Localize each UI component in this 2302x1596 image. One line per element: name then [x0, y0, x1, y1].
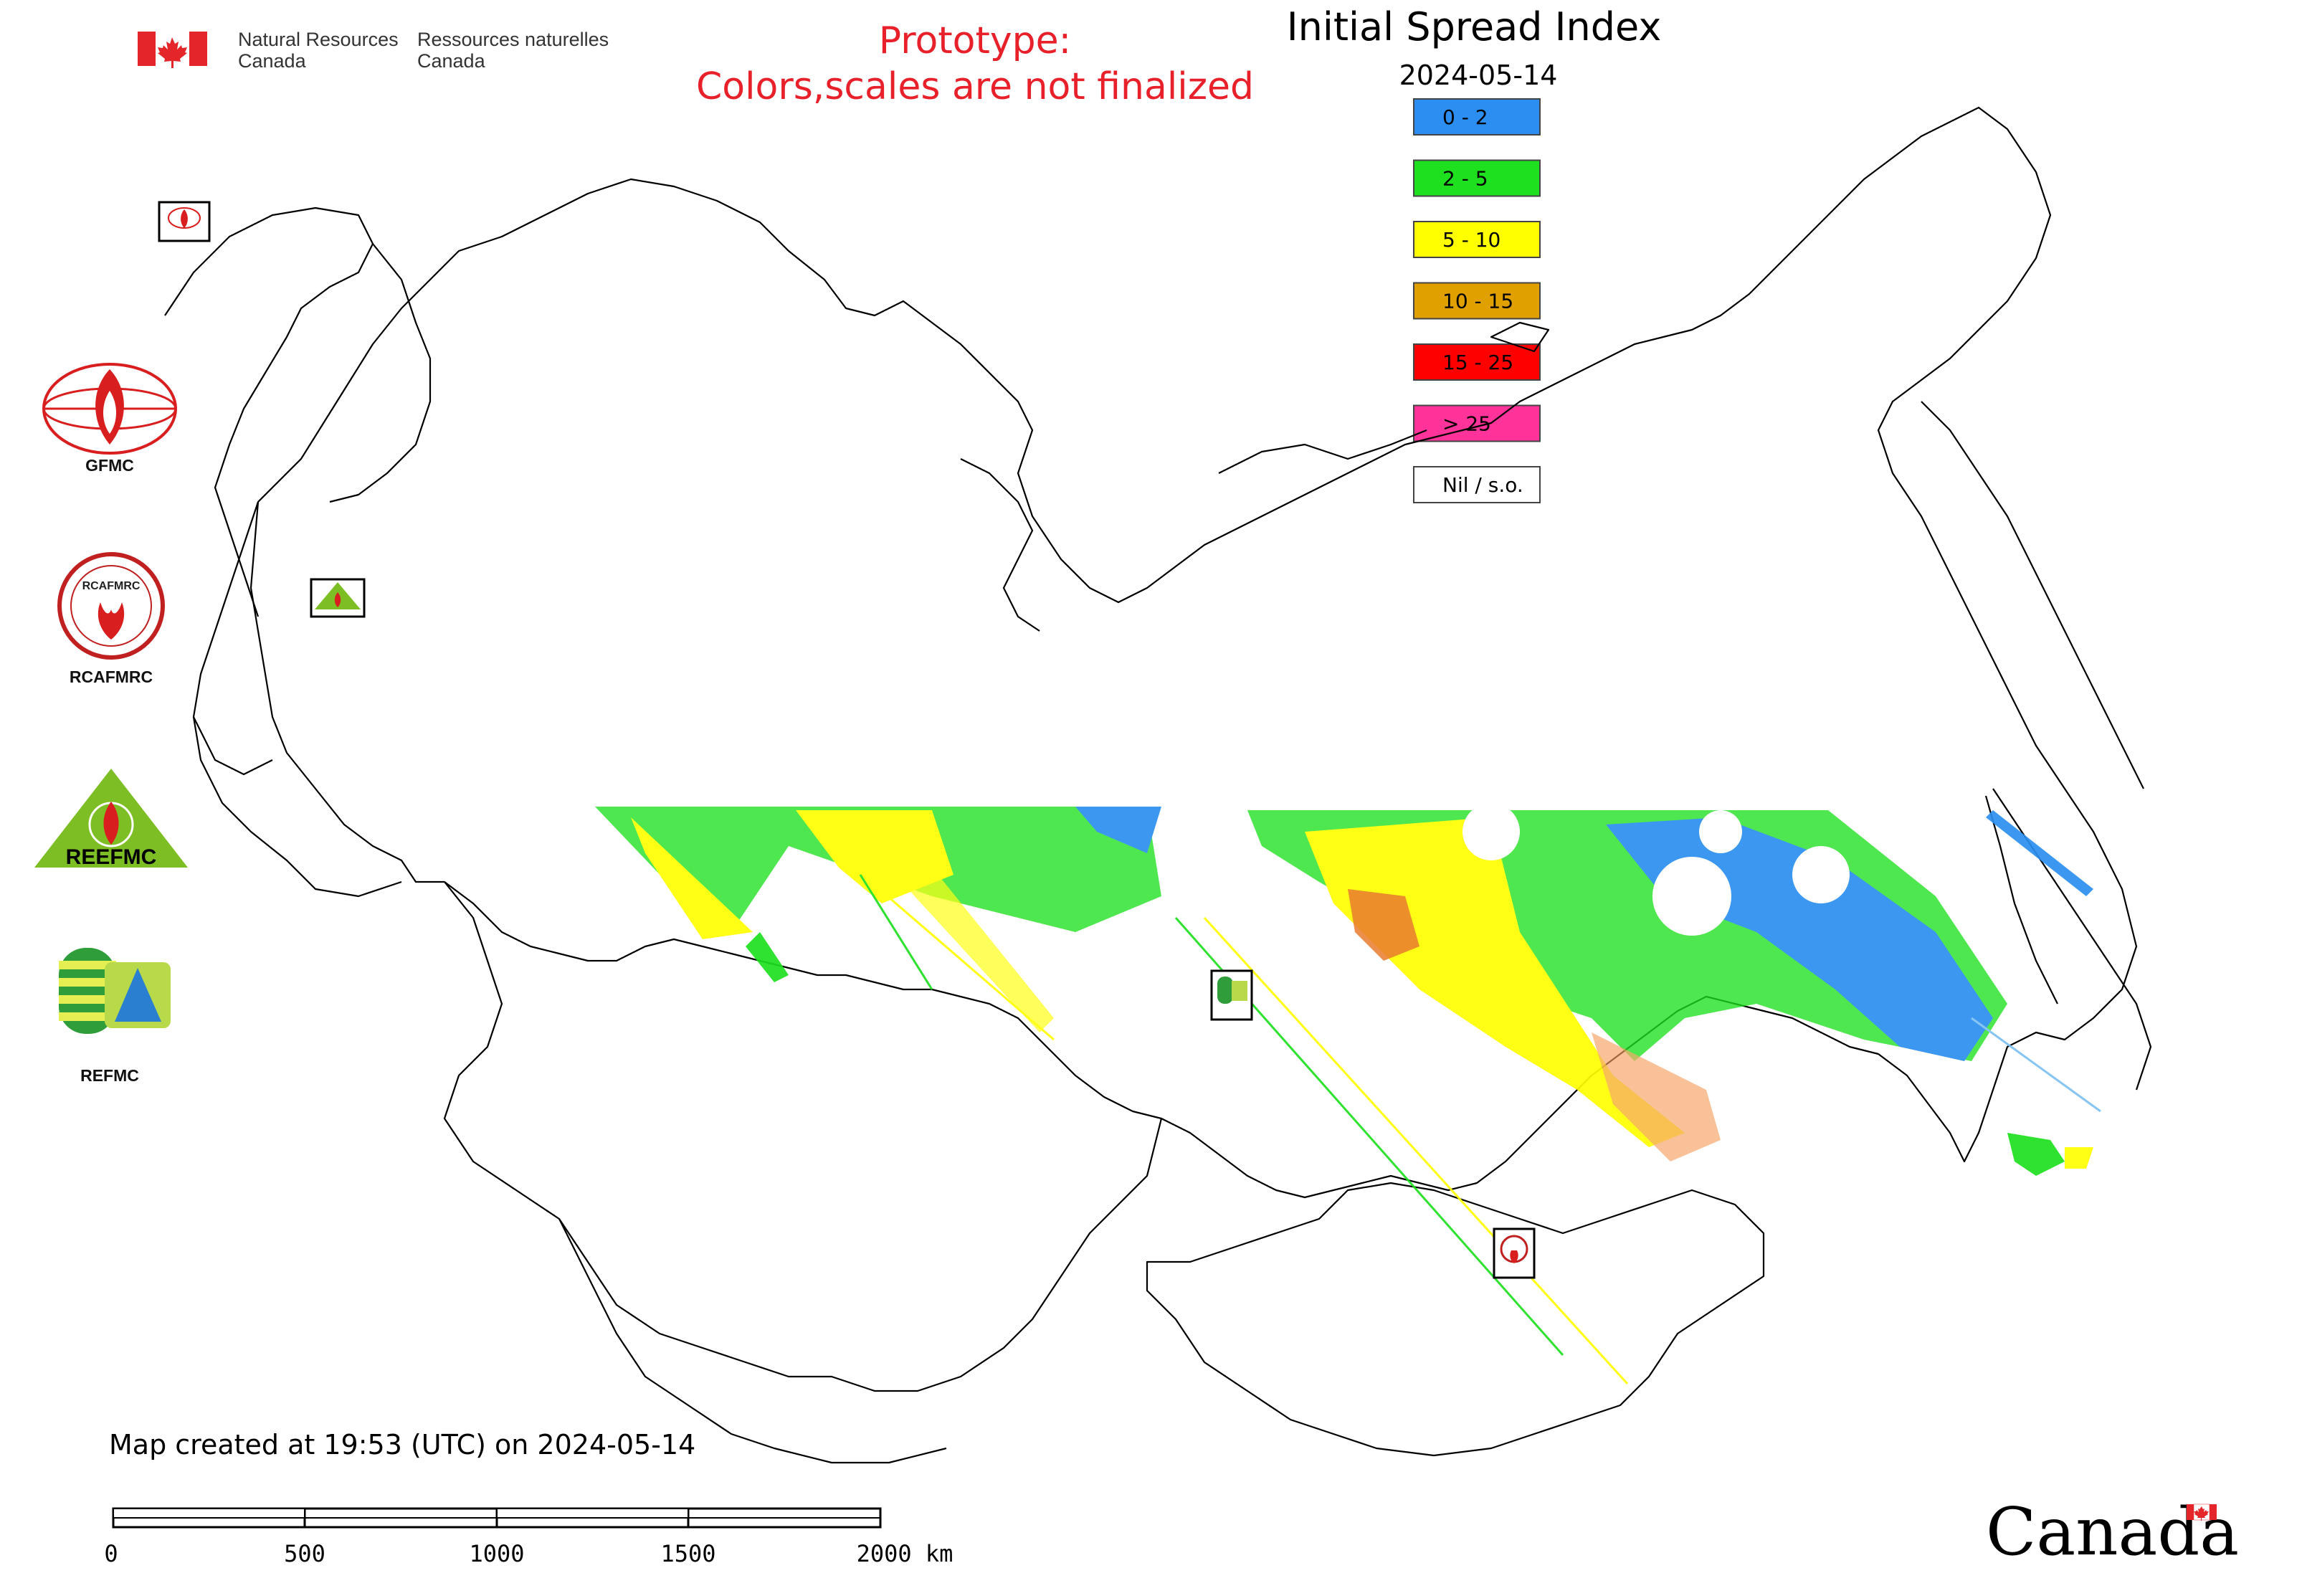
- agency-name-fr-2: Canada: [417, 50, 486, 72]
- rcafmrc-label: RCAFMRC: [70, 668, 153, 686]
- rcafmrc-logo: RCAFMRC RCAFMRC: [57, 552, 165, 686]
- legend-swatch: [1413, 98, 1541, 136]
- legend: 0 - 2 2 - 5 5 - 10 10 - 15 15 - 25 > 25 Nil / …: [1413, 98, 1541, 503]
- taymyr-outline: [1218, 429, 1427, 474]
- baltic-outline: [192, 501, 273, 776]
- reefmc-label: REEFMC: [66, 845, 157, 869]
- wordmark-flag-icon: [2187, 1504, 2217, 1521]
- legend-label: 5 - 10: [1442, 228, 1500, 252]
- prototype-notice-line1: Prototype:: [879, 19, 1071, 62]
- legend-label: 15 - 25: [1442, 351, 1513, 374]
- scandinavia-outline: [164, 206, 374, 617]
- ukraine-outline: [192, 716, 402, 898]
- legend-swatch: [1413, 159, 1541, 197]
- legend-label: 2 - 5: [1442, 167, 1488, 191]
- legend-swatch: [1413, 221, 1541, 258]
- map-date: 2024-05-14: [1399, 60, 1558, 91]
- sakhalin-outline: [1984, 795, 2058, 1004]
- refmc-logo: REFMC: [59, 948, 171, 1085]
- legend-label: 0 - 2: [1442, 105, 1488, 129]
- scale-tick-0: 0: [104, 1540, 118, 1567]
- legend-swatch: [1413, 466, 1541, 503]
- isi-raster: [595, 803, 2101, 1385]
- map-created-note: Map created at 19:53 (UTC) on 2024-05-14: [109, 1429, 695, 1460]
- central-asia-outline: [558, 1218, 947, 1464]
- siberian-islands: [1490, 321, 1550, 353]
- kamchatka-outline: [1921, 401, 2144, 789]
- russia-outline: [249, 106, 2138, 1199]
- gfmc-logo: GFMC: [42, 363, 177, 475]
- kazakhstan-outline: [443, 881, 1163, 1392]
- prototype-notice-line2: Colors,scales are not finalized: [696, 65, 1254, 108]
- agency-name-fr-1: Ressources naturelles: [417, 29, 609, 50]
- rcafmrc-badge-text: RCAFMRC: [82, 580, 141, 592]
- refmc-marker: [1210, 969, 1253, 1021]
- scale-tick-1500: 1500: [660, 1540, 715, 1567]
- refmc-label: REFMC: [80, 1066, 139, 1085]
- gfmc-marker: [158, 201, 211, 242]
- rcafmrc-marker: [1493, 1227, 1536, 1279]
- map-title: Initial Spread Index: [1287, 4, 1662, 49]
- canada-wordmark: Canada: [1986, 1493, 2239, 1570]
- country-borders: [164, 106, 2152, 1464]
- mongolia-outline: [1146, 1182, 1765, 1457]
- legend-label: > 25: [1442, 412, 1491, 436]
- agency-name-en-2: Canada: [238, 50, 307, 72]
- scale-bar: 0 500 1000 1500 2000 km: [104, 1507, 953, 1567]
- legend-swatch: [1413, 404, 1541, 442]
- novaya-zemlya-outline: [960, 458, 1040, 632]
- reefmc-logo: REEFMC: [34, 769, 188, 869]
- agency-name-en-1: Natural Resources: [238, 29, 399, 50]
- legend-label: Nil / s.o.: [1442, 473, 1523, 497]
- legend-swatch: [1413, 343, 1541, 381]
- legend-label: 10 - 15: [1442, 290, 1513, 313]
- canada-flag-icon: [138, 32, 207, 68]
- reefmc-marker: [310, 578, 366, 618]
- scale-tick-2000: 2000 km: [857, 1540, 953, 1567]
- gfmc-label: GFMC: [85, 456, 134, 475]
- finland-outline: [329, 243, 432, 503]
- legend-swatch: [1413, 282, 1541, 320]
- nrcan-signature: Natural Resources Canada Ressources natu…: [138, 29, 609, 72]
- scale-tick-500: 500: [284, 1540, 325, 1567]
- scale-tick-1000: 1000: [469, 1540, 524, 1567]
